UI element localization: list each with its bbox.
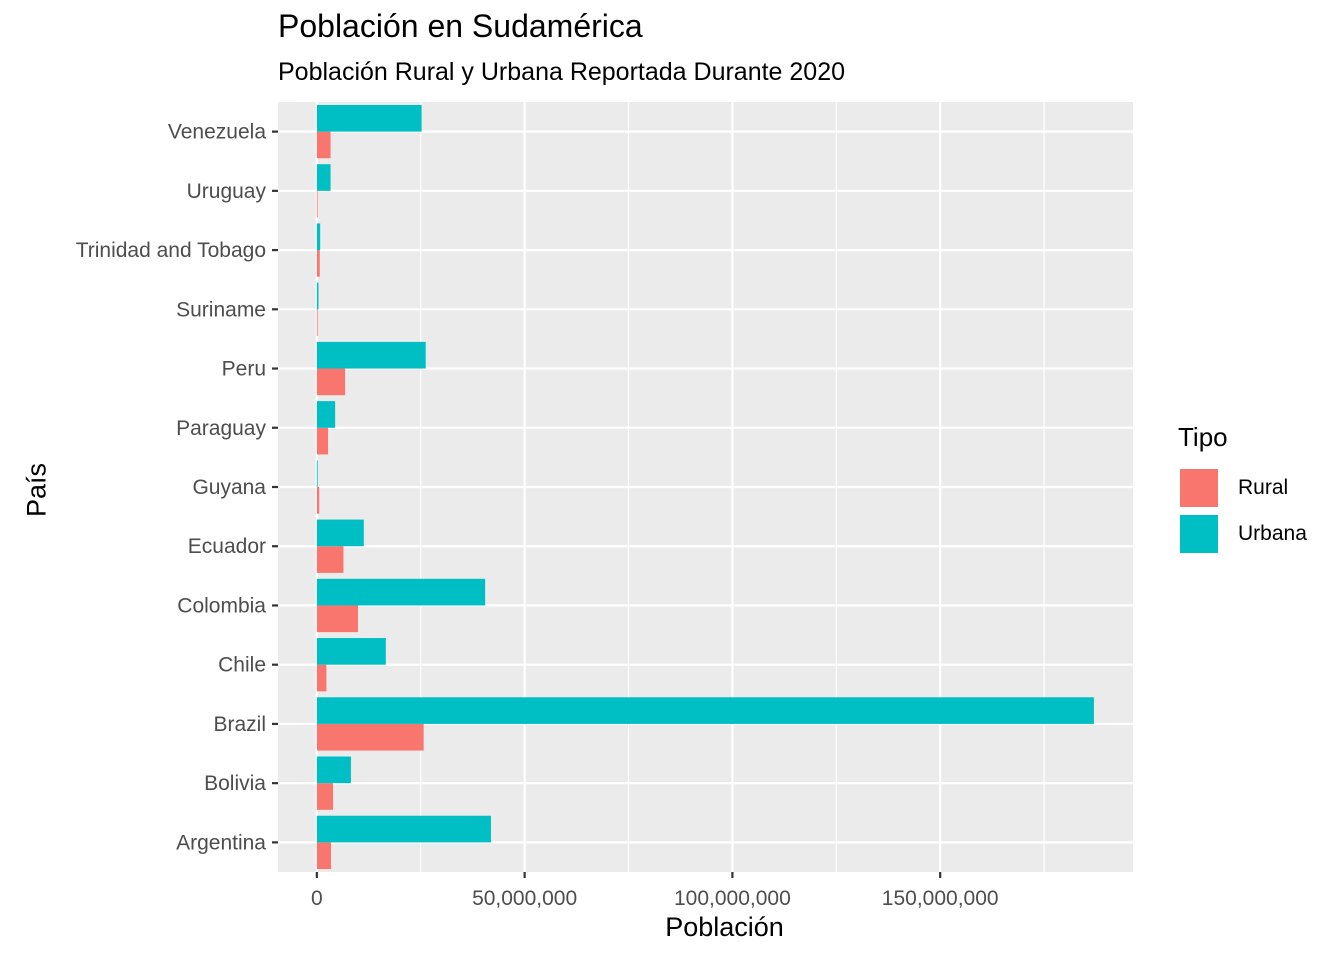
bar-venezuela-rural [316,131,331,159]
y-axis: Argentina Bolivia Brazil Chile Colombia Ecuad… [76,121,278,854]
chart-title: Población en Sudamérica [278,8,643,44]
y-tick-label: Chile [218,654,266,677]
bar-brazil-rural [316,723,424,751]
bar-venezuela-urbana [316,104,422,132]
x-tick-label: 150,000,000 [882,887,999,910]
bar-trinidad-and-tobago-rural [316,250,320,277]
legend-item-rural: Rural [1178,465,1307,511]
bar-bolivia-urbana [316,756,351,784]
legend: Tipo Rural Urbana [1178,422,1307,557]
bar-trinidad-and-tobago-urbana [316,223,321,251]
bar-guyana-rural [316,487,320,514]
bar-guyana-urbana [316,460,318,487]
bar-ecuador-urbana [316,519,364,547]
bar-chile-urbana [316,638,386,665]
y-tick-label: Trinidad and Tobago [76,239,266,262]
bar-uruguay-rural [316,190,318,218]
bar-paraguay-rural [316,427,329,455]
bar-argentina-urbana [316,815,491,843]
legend-title: Tipo [1178,422,1228,452]
x-axis: 0 50,000,000 100,000,000 150,000,000 [311,872,999,910]
y-axis-title: País [21,462,52,518]
bar-colombia-urbana [316,578,486,606]
legend-label-urbana: Urbana [1238,522,1307,545]
bars [316,104,1094,870]
y-tick-label: Uruguay [187,180,267,203]
chart-subtitle: Población Rural y Urbana Reportada Duran… [278,58,846,86]
bar-peru-urbana [316,341,426,369]
y-tick-label: Colombia [177,594,266,617]
y-tick-label: Guyana [192,476,266,499]
legend-swatch-urbana [1178,513,1220,555]
y-tick-label: Brazil [213,713,266,736]
y-tick-label: Venezuela [168,121,266,144]
y-tick-label: Argentina [176,831,266,854]
bar-uruguay-urbana [316,164,331,191]
bar-ecuador-rural [316,546,344,573]
bar-suriname-rural [316,309,318,336]
bar-paraguay-urbana [316,401,336,428]
legend-swatch-rural [1178,467,1220,509]
bar-suriname-urbana [316,282,319,310]
bar-colombia-rural [316,605,358,633]
y-tick-label: Paraguay [176,417,266,440]
x-tick-label: 100,000,000 [674,887,791,910]
x-axis-title: Población [665,912,784,942]
x-tick-label: 50,000,000 [472,887,577,910]
legend-item-urbana: Urbana [1178,511,1307,557]
y-tick-label: Suriname [176,298,266,321]
bar-peru-rural [316,368,346,396]
y-tick-label: Ecuador [188,535,266,558]
bar-chile-rural [316,664,327,692]
bar-brazil-urbana [316,697,1094,724]
bar-bolivia-rural [316,783,334,810]
bar-argentina-rural [316,842,331,870]
legend-label-rural: Rural [1238,476,1289,499]
y-tick-label: Peru [222,358,266,381]
y-tick-label: Bolivia [204,772,266,795]
x-tick-label: 0 [311,887,323,910]
